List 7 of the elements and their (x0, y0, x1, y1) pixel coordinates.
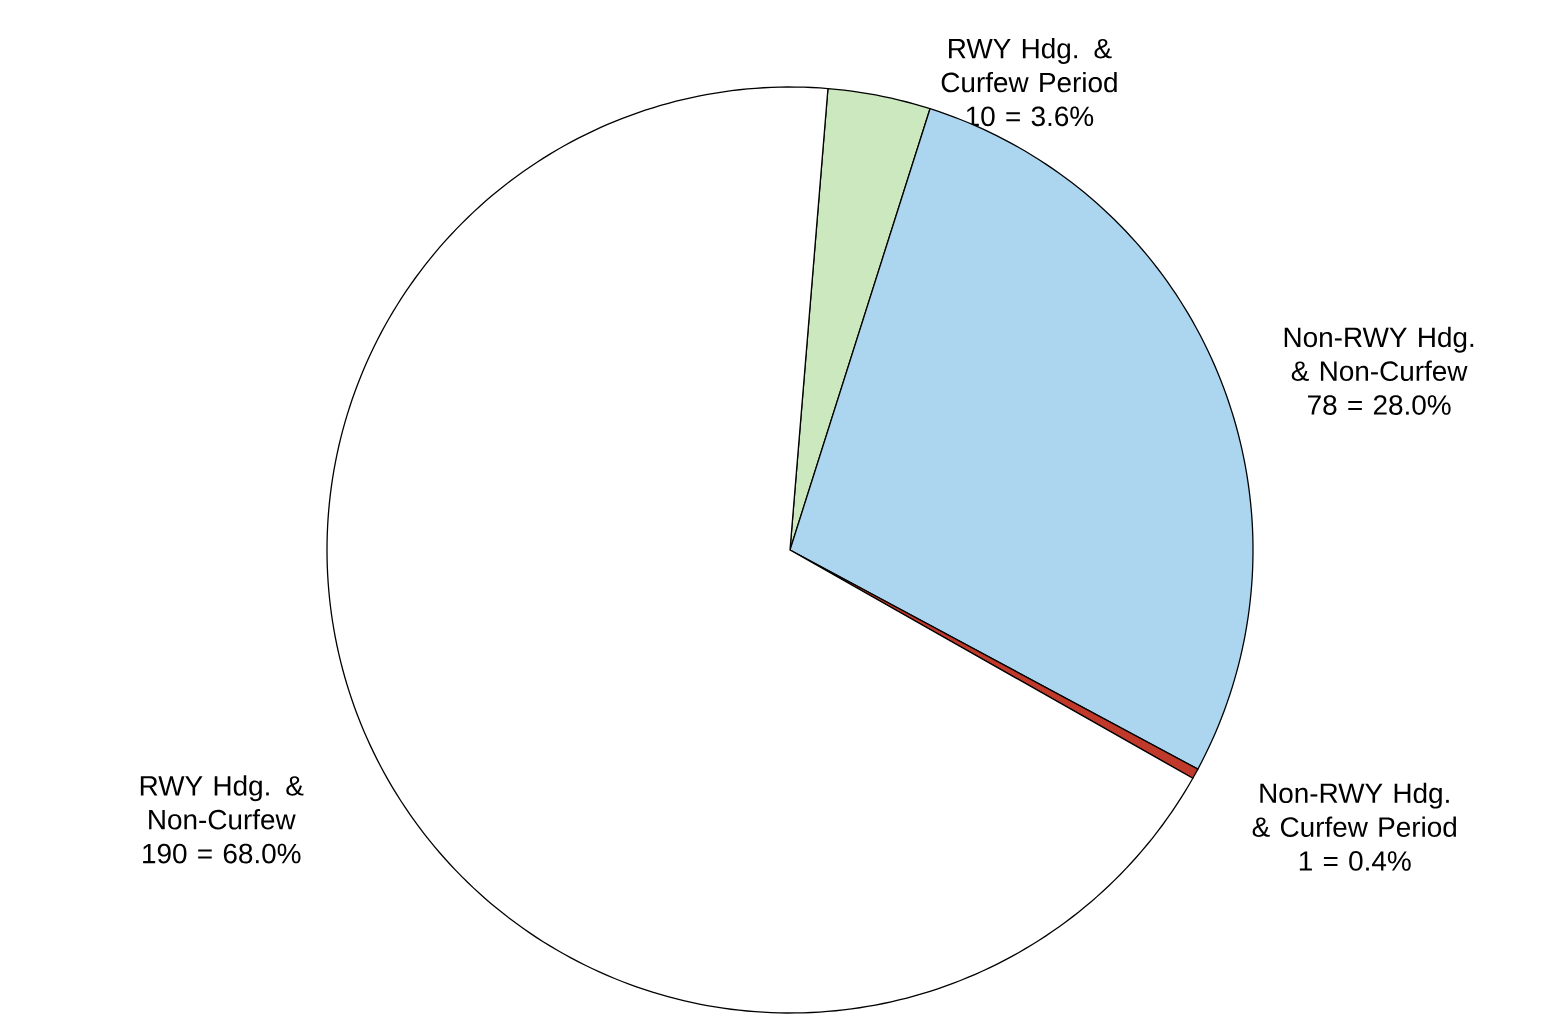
slice-label: RWY Hdg. & Non-Curfew (140, 775, 304, 830)
data-label: 190 = 68.0% (143, 843, 301, 864)
slice-label: Non-RWY Hdg. & Non-Curfew (1284, 326, 1474, 382)
slice-label: Non-RWY Hdg. & Curfew Period (1252, 782, 1456, 837)
data-label: 78 = 28.0% (1308, 395, 1451, 415)
slice-label: RWY Hdg. & Curfew Period (941, 38, 1117, 93)
data-label: 1 = 0.4% (1299, 851, 1411, 871)
